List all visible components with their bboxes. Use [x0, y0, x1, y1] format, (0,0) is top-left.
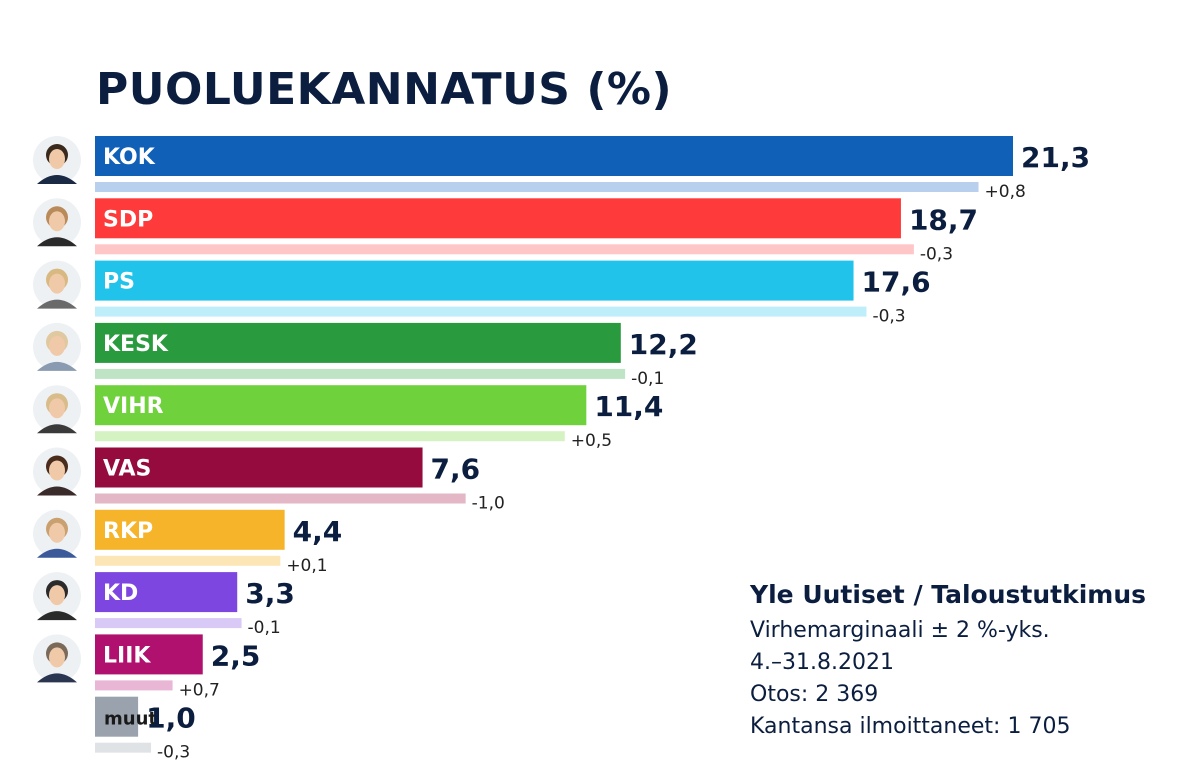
- portrait-rkp-icon: [33, 509, 81, 558]
- change-label-ps: -0,3: [872, 307, 905, 327]
- bar-label-vas: VAS: [103, 457, 151, 482]
- previous-bar-kok: [95, 182, 979, 192]
- portrait-liik-icon: [33, 634, 81, 683]
- bar-label-ps: PS: [103, 270, 135, 295]
- value-label-kd: 3,3: [245, 577, 295, 610]
- previous-bar-sdp: [95, 244, 914, 255]
- bar-label-kok: KOK: [103, 145, 156, 170]
- change-label-sdp: -0,3: [920, 244, 953, 264]
- source-box: Yle Uutiset / Taloustutkimus Virhemargin…: [750, 580, 1146, 743]
- bar-kok: [95, 136, 1013, 176]
- bar-ps: [95, 260, 854, 301]
- value-label-kesk: 12,2: [629, 328, 698, 361]
- bar-rkp: [95, 509, 285, 550]
- previous-bar-vihr: [95, 431, 565, 442]
- change-label-muut: -0,3: [157, 743, 190, 763]
- change-label-kesk: -0,1: [631, 369, 664, 389]
- change-label-vihr: +0,5: [571, 431, 612, 451]
- bar-label-muut: muut: [104, 709, 157, 730]
- previous-bar-vas: [95, 493, 466, 504]
- value-label-muut: 1,0: [146, 702, 196, 735]
- portrait-vas-icon: [33, 447, 81, 496]
- bar-label-kesk: KESK: [103, 332, 169, 357]
- previous-bar-liik: [95, 680, 173, 691]
- bar-liik: [95, 634, 203, 675]
- previous-bar-ps: [95, 306, 867, 317]
- value-label-ps: 17,6: [862, 266, 931, 299]
- previous-bar-kesk: [95, 368, 626, 379]
- portrait-sdp-icon: [33, 198, 81, 247]
- value-label-vihr: 11,4: [594, 390, 663, 423]
- bar-muut: [95, 696, 139, 737]
- portrait-kok-icon: [33, 136, 81, 184]
- bar-sdp: [95, 198, 901, 239]
- source-date-range: 4.–31.8.2021: [750, 650, 894, 675]
- source-sample-size: Otos: 2 369: [750, 682, 879, 707]
- previous-bar-muut: [95, 742, 152, 753]
- bar-vihr: [95, 385, 587, 426]
- change-label-rkp: +0,1: [286, 556, 327, 576]
- bar-label-rkp: RKP: [103, 519, 153, 544]
- portrait-kd-icon: [33, 572, 81, 621]
- change-label-vas: -1,0: [472, 494, 505, 514]
- bar-label-sdp: SDP: [103, 207, 153, 232]
- value-label-vas: 7,6: [431, 453, 481, 486]
- bar-label-vihr: VIHR: [103, 394, 164, 419]
- value-label-rkp: 4,4: [293, 515, 343, 548]
- value-label-sdp: 18,7: [909, 203, 978, 236]
- change-label-kd: -0,1: [248, 618, 281, 638]
- previous-bar-rkp: [95, 555, 281, 566]
- bar-kesk: [95, 322, 621, 363]
- portrait-vihr-icon: [33, 385, 81, 434]
- value-label-kok: 21,3: [1021, 141, 1090, 174]
- previous-bar-kd: [95, 618, 242, 629]
- source-margin-of-error: Virhemarginaali ± 2 %-yks.: [750, 618, 1050, 643]
- bar-kd: [95, 572, 238, 613]
- portrait-ps-icon: [33, 260, 81, 309]
- source-respondents: Kantansa ilmoittaneet: 1 705: [750, 714, 1071, 739]
- change-label-liik: +0,7: [179, 680, 220, 700]
- bar-vas: [95, 447, 423, 488]
- change-label-kok: +0,8: [985, 182, 1026, 202]
- bar-label-kd: KD: [103, 581, 138, 606]
- value-label-liik: 2,5: [211, 639, 261, 672]
- portrait-kesk-icon: [33, 322, 81, 371]
- bar-label-liik: LIIK: [103, 643, 151, 668]
- chart-title: PUOLUEKANNATUS (%): [96, 64, 673, 115]
- source-title: Yle Uutiset / Taloustutkimus: [750, 580, 1147, 609]
